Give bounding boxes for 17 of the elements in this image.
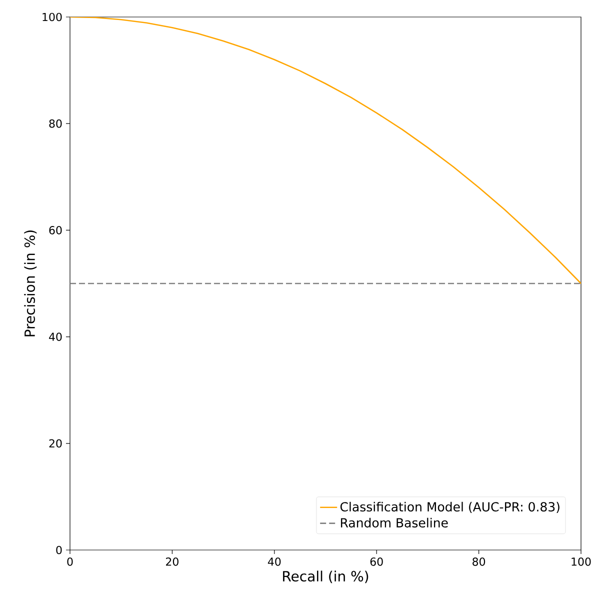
x-tick-label: 80	[472, 558, 486, 566]
line-series	[70, 16, 582, 284]
y-tick-label: 20	[49, 439, 62, 448]
y-axis-title: Precision (in %)	[24, 230, 37, 336]
x-tick-label: 20	[166, 558, 178, 566]
y-tick-label: 80	[49, 119, 62, 128]
legend-label: Classification Model (AUC-PR: 0.83)	[340, 502, 560, 513]
y-tick-label: 60	[49, 226, 62, 234]
x-tick-label: 40	[268, 558, 281, 566]
y-tick-label: 0	[56, 546, 62, 554]
x-tick-label: 60	[370, 558, 383, 566]
x-axis-title: Recall (in %)	[283, 570, 368, 584]
y-tick-label: 40	[49, 332, 62, 341]
x-tick-label: 100	[572, 558, 591, 566]
x-tick-label: 0	[67, 558, 73, 566]
y-tick-label: 100	[42, 12, 62, 22]
legend-label: Random Baseline	[340, 518, 448, 528]
